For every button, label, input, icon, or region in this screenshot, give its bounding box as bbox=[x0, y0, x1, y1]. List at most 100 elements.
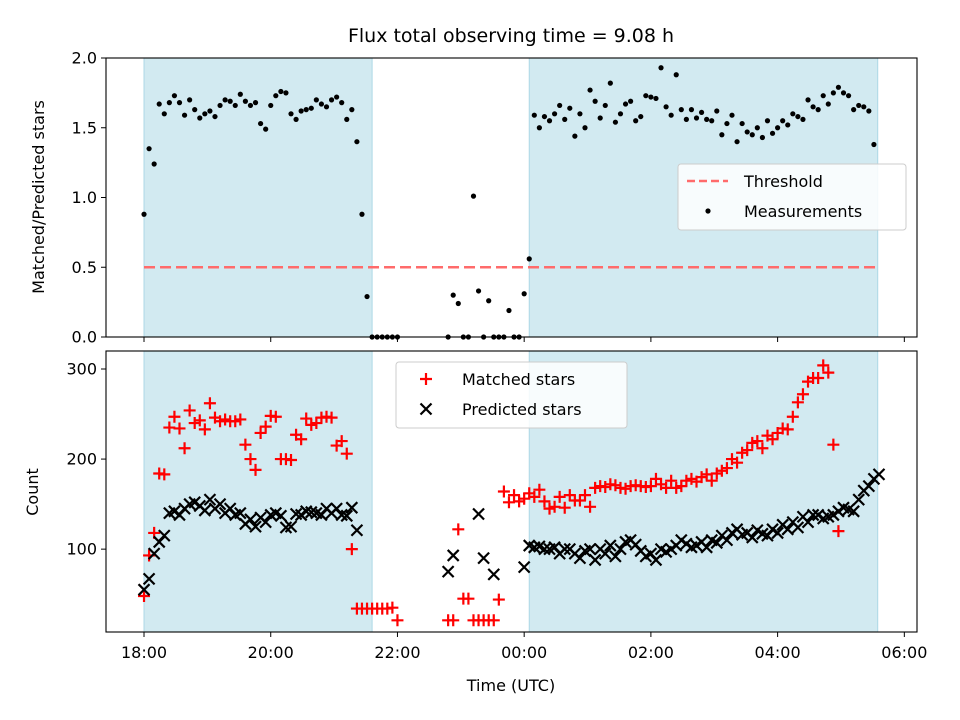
measurement-point bbox=[531, 112, 537, 118]
matched-star-point bbox=[548, 500, 561, 513]
measurement-point bbox=[815, 107, 821, 113]
measurement-point bbox=[582, 125, 588, 131]
matched-star-point bbox=[766, 433, 779, 446]
measurement-point bbox=[222, 97, 228, 103]
measurement-point bbox=[764, 118, 771, 124]
matched-star-point bbox=[492, 593, 505, 606]
matched-star-point bbox=[452, 523, 465, 536]
measurement-point bbox=[688, 107, 695, 113]
predicted-star-point bbox=[203, 493, 217, 506]
y-tick-label: 100 bbox=[66, 540, 97, 559]
matched-star-point bbox=[751, 435, 764, 448]
predicted-star-point bbox=[249, 520, 262, 533]
measurement-point bbox=[840, 90, 847, 96]
matched-star-point bbox=[700, 468, 713, 481]
measurement-point bbox=[775, 125, 781, 131]
legend-label: Measurements bbox=[744, 202, 862, 221]
measurement-point bbox=[592, 98, 598, 104]
measurement-point bbox=[835, 84, 842, 90]
measurement-point bbox=[754, 125, 760, 131]
matched-star-point bbox=[462, 592, 475, 605]
measurement-point bbox=[587, 87, 593, 93]
matched-star-point bbox=[533, 483, 546, 496]
matched-star-point bbox=[168, 410, 181, 423]
matched-star-point bbox=[822, 366, 835, 379]
measurement-point bbox=[263, 126, 269, 132]
measurement-point bbox=[719, 132, 725, 138]
measurement-point bbox=[557, 102, 563, 109]
legend-matched-marker bbox=[420, 373, 432, 385]
matched-star-point bbox=[447, 614, 460, 627]
measurement-point bbox=[790, 111, 796, 117]
predicted-star-point bbox=[137, 583, 151, 596]
x-tick-label: 04:00 bbox=[755, 643, 801, 662]
measurement-point bbox=[339, 100, 345, 106]
count-y-axis-label: Count bbox=[23, 468, 42, 516]
matched-star-point bbox=[325, 411, 338, 424]
measurement-point bbox=[795, 113, 801, 120]
measurement-point bbox=[673, 72, 679, 78]
measurement-point bbox=[648, 94, 654, 100]
measurement-point bbox=[800, 116, 806, 122]
matched-star-point bbox=[178, 442, 191, 455]
ratio-y-axis-label: Matched/Predicted stars bbox=[29, 100, 48, 294]
measurement-point bbox=[334, 94, 340, 100]
matched-star-point bbox=[705, 474, 718, 487]
measurement-point bbox=[638, 113, 644, 120]
matched-star-point bbox=[386, 601, 399, 614]
measurement-point bbox=[242, 98, 248, 104]
measurement-point bbox=[724, 120, 730, 127]
measurement-point bbox=[729, 112, 735, 118]
matched-star-point bbox=[827, 438, 840, 451]
measurement-point bbox=[313, 97, 319, 103]
measurement-point bbox=[546, 118, 553, 124]
measurement-point bbox=[521, 291, 527, 297]
measurement-point bbox=[830, 90, 836, 96]
y-tick-label: 0.5 bbox=[72, 258, 97, 277]
measurement-point bbox=[328, 97, 335, 103]
measurement-point bbox=[628, 98, 634, 104]
measurement-point bbox=[237, 91, 243, 97]
measurement-point bbox=[212, 113, 218, 120]
predicted-star-point bbox=[604, 539, 617, 552]
measurement-point bbox=[572, 133, 578, 139]
measurement-point bbox=[607, 80, 613, 86]
measurement-point bbox=[181, 112, 188, 118]
predicted-star-point bbox=[598, 547, 612, 560]
measurement-point bbox=[536, 125, 542, 131]
measurement-point bbox=[470, 193, 477, 199]
predicted-star-point bbox=[771, 526, 784, 540]
measurement-point bbox=[268, 102, 274, 109]
predicted-star-point bbox=[345, 501, 359, 514]
matched-star-point bbox=[285, 453, 298, 466]
measurement-point bbox=[283, 90, 289, 96]
measurement-point bbox=[643, 93, 649, 99]
matched-star-point bbox=[817, 359, 830, 372]
measurement-point bbox=[323, 104, 330, 110]
ratio-panel: 0.0 0.5 1.0 1.5 2.0 Threshold Measurements bbox=[72, 49, 918, 347]
measurement-point bbox=[871, 141, 877, 148]
predicted-star-point bbox=[801, 515, 815, 529]
measurement-point bbox=[744, 129, 750, 135]
predicted-star-point bbox=[852, 493, 865, 506]
measurement-point bbox=[166, 100, 172, 106]
matched-star-point bbox=[553, 490, 566, 503]
measurement-point bbox=[455, 300, 461, 307]
y-tick-label: 300 bbox=[66, 360, 97, 379]
matched-star-point bbox=[340, 447, 353, 460]
measurement-point bbox=[161, 111, 167, 117]
plot-frame bbox=[105, 350, 918, 633]
legend-label: Matched stars bbox=[462, 370, 575, 389]
predicted-star-point bbox=[472, 507, 485, 521]
measurement-point bbox=[597, 115, 603, 121]
measurement-point bbox=[176, 100, 183, 106]
measurement-point bbox=[141, 211, 147, 217]
measurement-point bbox=[709, 118, 715, 124]
matched-star-point bbox=[731, 456, 744, 469]
measurement-point bbox=[577, 111, 583, 117]
measurement-point bbox=[704, 116, 710, 122]
matched-star-point bbox=[741, 444, 754, 457]
measurement-point bbox=[273, 93, 279, 99]
predicted-star-point bbox=[259, 515, 272, 529]
measurement-point bbox=[714, 108, 720, 114]
